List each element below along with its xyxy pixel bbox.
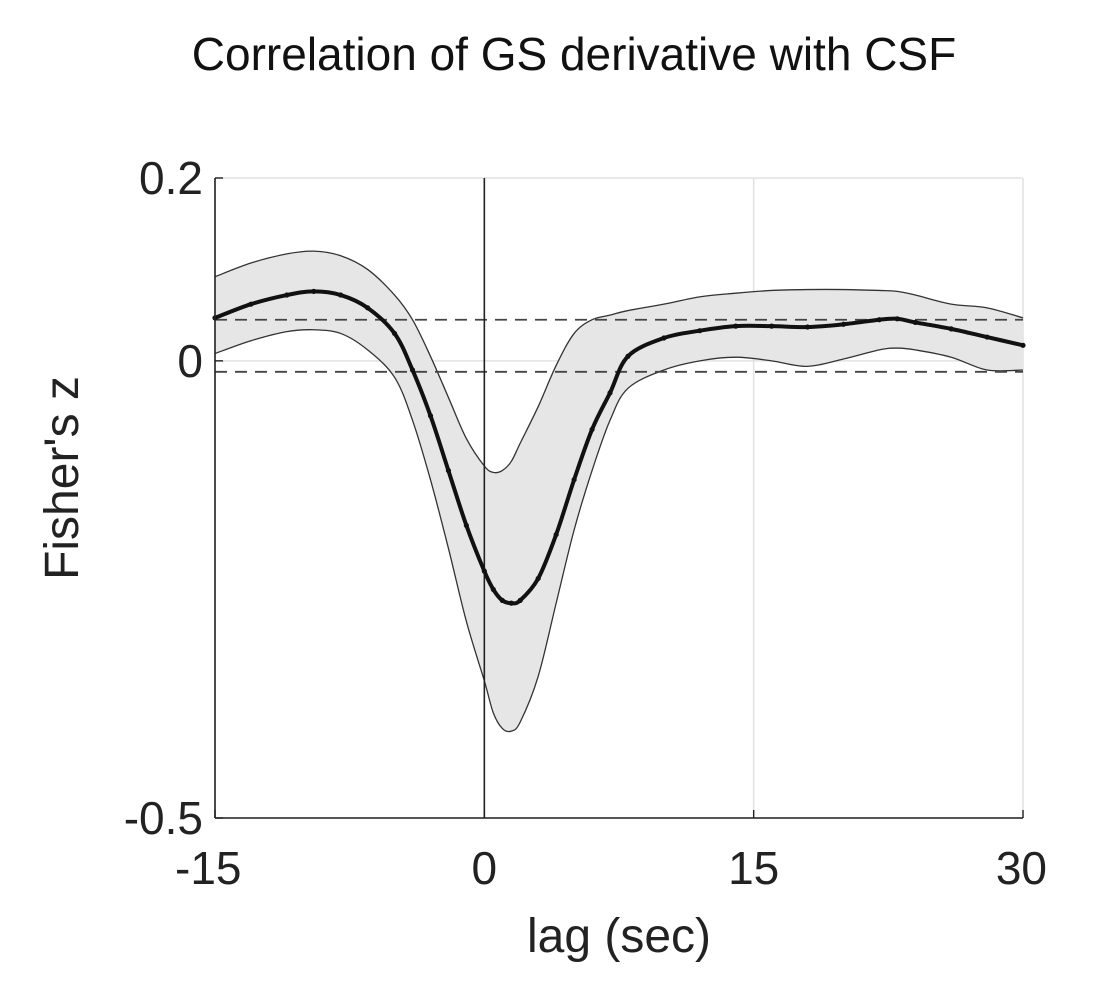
- mean-point: [571, 477, 577, 483]
- y-tick-label: 0: [177, 335, 203, 387]
- mean-point: [481, 568, 487, 574]
- mean-point: [284, 292, 290, 298]
- y-tick-labels: -0.5 0 0.2: [124, 152, 203, 844]
- lower-bound-line: [214, 329, 1024, 733]
- mean-point: [535, 575, 541, 582]
- mean-point: [733, 323, 739, 329]
- chart-title: Correlation of GS derivative with CSF: [192, 28, 956, 80]
- mean-point: [409, 367, 416, 373]
- mean-point: [697, 328, 703, 334]
- y-tick-label: -0.5: [124, 792, 203, 844]
- mean-point: [499, 597, 505, 604]
- mean-point: [894, 316, 900, 322]
- mean-series-line: [213, 289, 1025, 606]
- mean-point: [876, 317, 882, 323]
- x-tick-label: 15: [728, 842, 779, 894]
- mean-point: [490, 586, 496, 593]
- mean-point: [1020, 342, 1026, 348]
- mean-point: [769, 323, 775, 329]
- x-axis-label: lag (sec): [527, 910, 711, 963]
- x-tick-label: 30: [996, 842, 1047, 894]
- mean-point: [445, 467, 452, 474]
- axes: [214, 177, 1024, 819]
- mean-point: [804, 324, 811, 330]
- mean-point: [553, 531, 559, 538]
- mean-point: [589, 426, 595, 433]
- upper-bound-line: [214, 250, 1024, 474]
- mean-point: [625, 353, 631, 359]
- mean-point: [840, 321, 847, 327]
- mean-point: [463, 522, 469, 529]
- mean-point: [508, 600, 514, 606]
- x-tick-labels: -15 0 15 30: [175, 842, 1047, 894]
- mean-point: [391, 330, 398, 337]
- mean-point: [948, 326, 954, 332]
- mean-point: [912, 319, 918, 326]
- y-axis-label: Fisher's z: [36, 376, 89, 580]
- series-layer: [212, 288, 1026, 606]
- mean-point: [984, 334, 990, 340]
- mean-point: [338, 292, 344, 298]
- x-tick-label: 0: [472, 842, 498, 894]
- y-tick-label: 0.2: [139, 152, 203, 204]
- mean-point: [311, 288, 317, 294]
- mean-point: [607, 390, 613, 396]
- mean-point: [661, 335, 667, 341]
- mean-point: [365, 305, 371, 311]
- mean-point: [517, 597, 523, 604]
- x-tick-label: -15: [175, 842, 241, 894]
- mean-point: [427, 413, 434, 419]
- mean-point: [248, 301, 254, 307]
